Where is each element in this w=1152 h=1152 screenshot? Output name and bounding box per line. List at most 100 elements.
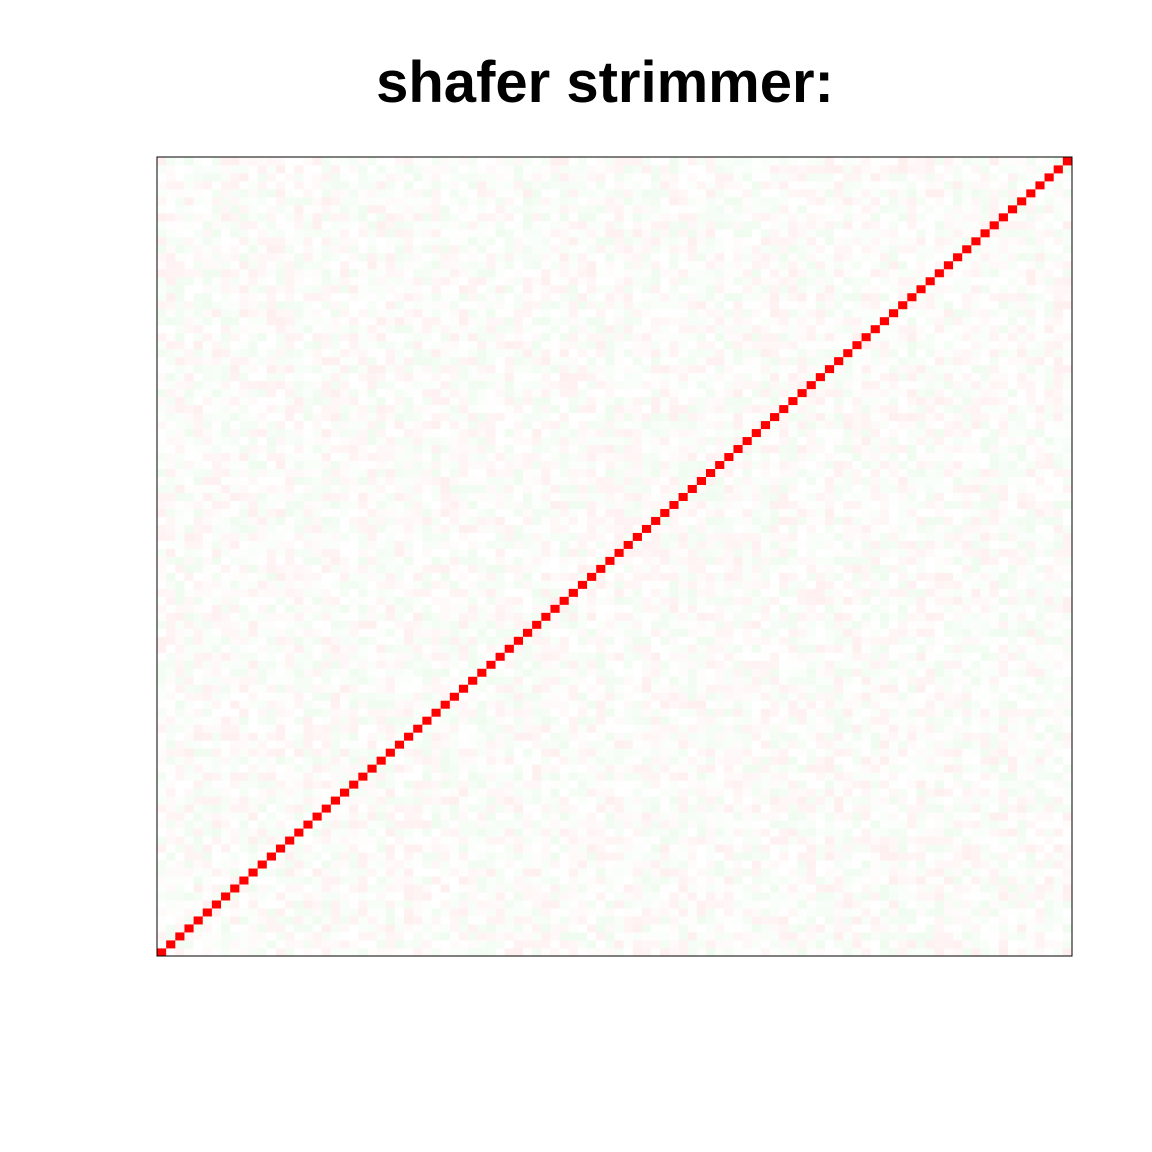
heatmap-cell bbox=[925, 876, 936, 885]
heatmap-cell bbox=[879, 748, 890, 757]
heatmap-cell bbox=[751, 572, 762, 581]
heatmap-cell bbox=[568, 604, 579, 613]
heatmap-cell bbox=[614, 684, 625, 693]
heatmap-cell bbox=[440, 828, 451, 837]
diagonal-cell bbox=[266, 852, 277, 861]
heatmap-cell bbox=[779, 700, 789, 709]
heatmap-cell bbox=[440, 684, 451, 693]
heatmap-cell bbox=[678, 556, 689, 565]
heatmap-cell bbox=[971, 908, 981, 917]
heatmap-cell bbox=[815, 668, 826, 677]
heatmap-cell bbox=[943, 772, 954, 781]
heatmap-cell bbox=[907, 676, 917, 685]
heatmap-cell bbox=[916, 620, 926, 629]
heatmap-cell bbox=[312, 804, 323, 813]
diagonal-cell bbox=[596, 564, 606, 573]
heatmap-cell bbox=[632, 796, 643, 805]
heatmap-cell bbox=[925, 636, 936, 645]
heatmap-cell bbox=[568, 684, 579, 693]
heatmap-cell bbox=[568, 668, 579, 677]
heatmap-cell bbox=[779, 916, 789, 925]
heatmap-cell bbox=[358, 644, 368, 653]
heatmap-cell bbox=[230, 660, 240, 669]
heatmap-cell bbox=[211, 892, 222, 901]
heatmap-cell bbox=[559, 876, 570, 885]
heatmap-cell bbox=[806, 932, 817, 941]
heatmap-cell bbox=[943, 644, 954, 653]
heatmap-cell bbox=[404, 924, 414, 933]
heatmap-cell bbox=[806, 908, 817, 917]
heatmap-cell bbox=[641, 820, 652, 829]
heatmap-cell bbox=[248, 660, 259, 669]
heatmap-cell bbox=[806, 756, 817, 765]
heatmap-cell bbox=[184, 588, 194, 597]
heatmap-cell bbox=[632, 612, 643, 621]
diagonal-cell bbox=[486, 660, 496, 669]
heatmap-cell bbox=[523, 684, 533, 693]
heatmap-cell bbox=[367, 924, 377, 933]
heatmap-cell bbox=[413, 932, 423, 941]
heatmap-cell bbox=[532, 580, 542, 589]
heatmap-cell bbox=[715, 644, 725, 653]
heatmap-cell bbox=[632, 660, 643, 669]
heatmap-cell bbox=[266, 916, 277, 925]
heatmap-cell bbox=[330, 844, 341, 853]
heatmap-cell bbox=[358, 764, 368, 773]
heatmap-cell bbox=[879, 780, 890, 789]
heatmap-cell bbox=[843, 628, 853, 637]
heatmap-cell bbox=[1017, 596, 1027, 605]
heatmap-cell bbox=[770, 868, 780, 877]
heatmap-cell bbox=[211, 628, 222, 637]
heatmap-cell bbox=[541, 588, 551, 597]
heatmap-cell bbox=[733, 820, 743, 829]
heatmap-cell bbox=[257, 724, 268, 733]
heatmap-cell bbox=[312, 836, 323, 845]
heatmap-cell bbox=[706, 940, 716, 949]
heatmap-cell bbox=[614, 716, 625, 725]
diagonal-cell bbox=[404, 732, 414, 741]
heatmap-cell bbox=[660, 556, 670, 565]
heatmap-cell bbox=[1062, 572, 1073, 581]
heatmap-cell bbox=[157, 852, 167, 861]
heatmap-cell bbox=[678, 780, 689, 789]
heatmap-cell bbox=[458, 580, 469, 589]
heatmap-cell bbox=[605, 764, 615, 773]
heatmap-cell bbox=[294, 860, 304, 869]
heatmap-cell bbox=[760, 740, 771, 749]
heatmap-cell bbox=[523, 580, 533, 589]
heatmap-cell bbox=[285, 684, 295, 693]
heatmap-cell bbox=[870, 660, 881, 669]
heatmap-cell bbox=[367, 708, 377, 717]
heatmap-cell bbox=[1007, 804, 1018, 813]
heatmap-cell bbox=[157, 932, 167, 941]
heatmap-cell bbox=[651, 748, 661, 757]
heatmap-cell bbox=[513, 692, 524, 701]
heatmap-cell bbox=[861, 884, 872, 893]
heatmap-cell bbox=[394, 620, 405, 629]
heatmap-cell bbox=[440, 572, 451, 581]
heatmap-cell bbox=[632, 804, 643, 813]
heatmap-cell bbox=[248, 812, 259, 821]
heatmap-cell bbox=[175, 852, 185, 861]
heatmap-cell bbox=[889, 836, 899, 845]
heatmap-cell bbox=[651, 636, 661, 645]
heatmap-cell bbox=[632, 876, 643, 885]
heatmap-cell bbox=[733, 580, 743, 589]
heatmap-cell bbox=[559, 764, 570, 773]
heatmap-cell bbox=[440, 772, 451, 781]
heatmap-cell bbox=[358, 724, 368, 733]
heatmap-cell bbox=[980, 724, 991, 733]
heatmap-cell bbox=[596, 948, 606, 957]
heatmap-cell bbox=[861, 796, 872, 805]
heatmap-cell bbox=[202, 892, 213, 901]
heatmap-cell bbox=[989, 724, 1000, 733]
heatmap-cell bbox=[504, 588, 515, 597]
heatmap-cell bbox=[953, 932, 963, 941]
heatmap-cell bbox=[330, 916, 341, 925]
heatmap-cell bbox=[943, 676, 954, 685]
heatmap-cell bbox=[1053, 780, 1064, 789]
heatmap-cell bbox=[916, 684, 926, 693]
heatmap-cell bbox=[870, 756, 881, 765]
heatmap-cell bbox=[678, 924, 689, 933]
heatmap-cell bbox=[157, 684, 167, 693]
